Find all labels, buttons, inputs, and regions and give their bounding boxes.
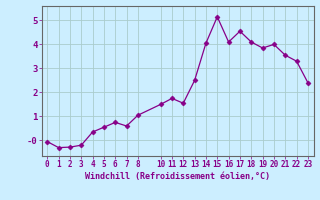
X-axis label: Windchill (Refroidissement éolien,°C): Windchill (Refroidissement éolien,°C) [85,172,270,181]
